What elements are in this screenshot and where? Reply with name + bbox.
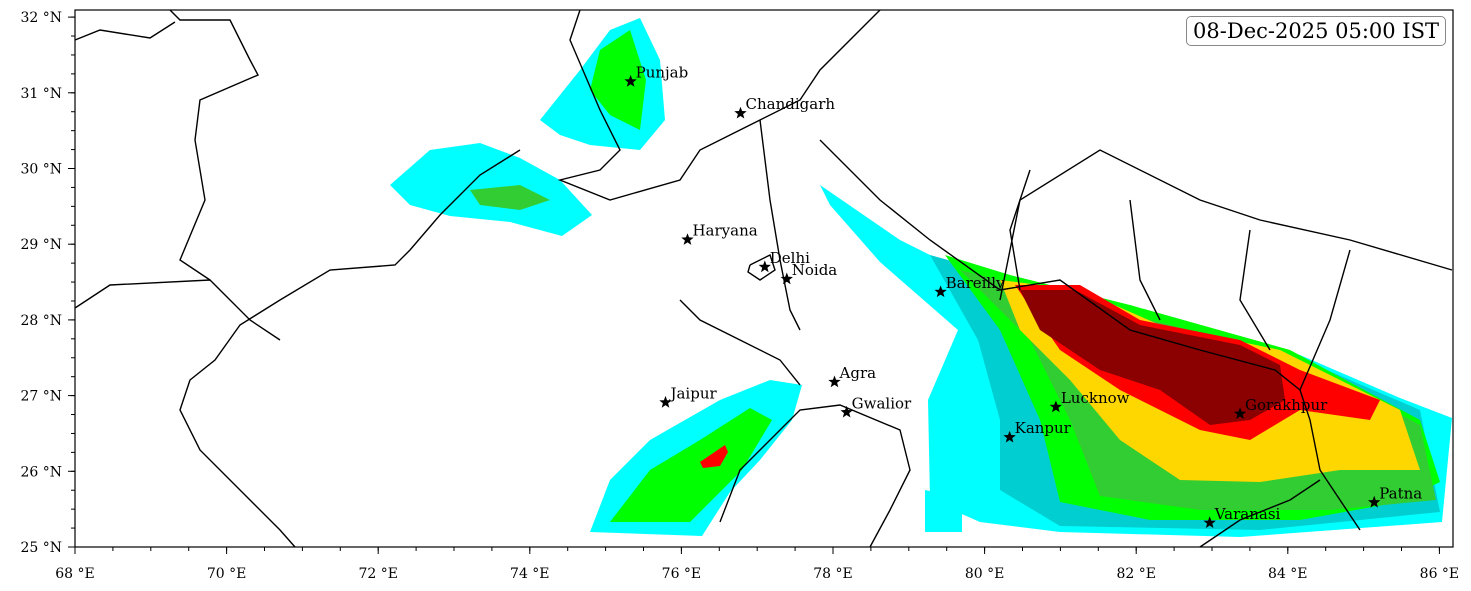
x-tick-label: 72 °E — [358, 566, 397, 582]
city-label: Haryana — [692, 222, 757, 240]
boundary-line — [169, 9, 259, 281]
fog-region — [470, 185, 550, 210]
fog-region — [925, 490, 962, 532]
city-label: Gorakhpur — [1245, 396, 1328, 414]
boundary-line — [1009, 169, 1031, 291]
fog-region — [610, 408, 772, 522]
boundary-line — [759, 119, 801, 331]
boundaries — [74, 9, 1453, 548]
boundary-line — [747, 254, 776, 281]
star-icon — [681, 233, 694, 245]
boundary-line — [74, 21, 176, 41]
star-icon — [780, 272, 793, 285]
y-tick-label: 27 °N — [20, 389, 62, 405]
star-icon — [624, 74, 637, 87]
city-lucknow: Lucknow — [1049, 389, 1130, 413]
star-icon — [1203, 516, 1216, 528]
city-gwalior: Gwalior — [840, 394, 912, 418]
boundary-line — [557, 9, 881, 201]
boundary-line — [74, 279, 281, 341]
city-label: Punjab — [636, 63, 689, 81]
boundary-line — [679, 299, 801, 386]
boundary-line — [719, 404, 911, 548]
city-punjab: Punjab — [624, 63, 689, 87]
city-label: Chandigarh — [746, 95, 836, 113]
star-icon — [840, 405, 853, 418]
city-delhi: Delhi — [758, 249, 810, 273]
plot-frame — [74, 9, 1454, 548]
timestamp-label: 08-Dec-2025 05:00 IST — [1186, 16, 1446, 46]
x-tick-label: 84 °E — [1268, 566, 1307, 582]
boundary-line — [1199, 479, 1321, 548]
boundary-line — [999, 149, 1453, 301]
x-tick-label: 86 °E — [1420, 566, 1459, 582]
star-icon — [1233, 407, 1247, 419]
fog-region — [1020, 290, 1285, 425]
boundary-line — [1129, 199, 1161, 321]
city-label: Kanpur — [1015, 419, 1072, 437]
boundary-line — [819, 139, 1361, 531]
city-varanasi: Varanasi — [1203, 505, 1281, 528]
star-icon — [1003, 430, 1016, 443]
city-jaipur: Jaipur — [659, 384, 717, 408]
boundary-line — [179, 149, 521, 548]
x-tick-label: 68 °E — [55, 566, 94, 582]
city-label: Agra — [839, 364, 877, 382]
star-icon — [659, 395, 672, 408]
fog-layer — [390, 18, 1452, 537]
y-tick-label: 32 °N — [20, 10, 62, 26]
city-chandigarh: Chandigarh — [734, 95, 836, 119]
x-tick-label: 74 °E — [510, 566, 549, 582]
city-label: Bareilly — [946, 274, 1005, 292]
fog-region — [590, 30, 646, 130]
city-label: Varanasi — [1214, 505, 1281, 523]
y-tick-label: 26 °N — [20, 464, 62, 480]
city-patna: Patna — [1368, 484, 1422, 508]
city-haryana: Haryana — [681, 222, 758, 245]
x-tick-label: 82 °E — [1116, 566, 1155, 582]
boundary-line — [1239, 229, 1271, 351]
city-noida: Noida — [780, 261, 838, 285]
fog-region — [700, 445, 728, 468]
city-label: Gwalior — [852, 394, 912, 412]
city-gorakhpur: Gorakhpur — [1233, 396, 1328, 419]
star-icon — [934, 285, 947, 298]
x-tick-label: 78 °E — [813, 566, 852, 582]
star-icon — [734, 106, 747, 119]
y-tick-label: 28 °N — [20, 313, 62, 329]
y-tick-label: 30 °N — [20, 162, 62, 178]
y-tick-label: 29 °N — [20, 237, 62, 253]
star-icon — [758, 260, 771, 273]
star-icon — [828, 375, 841, 388]
city-kanpur: Kanpur — [1003, 419, 1072, 443]
city-label: Lucknow — [1061, 389, 1130, 407]
city-bareilly: Bareilly — [934, 274, 1005, 298]
x-tick-label: 76 °E — [662, 566, 701, 582]
city-label: Patna — [1379, 484, 1422, 502]
city-agra: Agra — [828, 364, 877, 388]
axes: 68 °E 70 °E 72 °E 74 °E 76 °E 78 °E 80 °E 82 °E… — [20, 10, 1459, 582]
star-icon — [1368, 495, 1381, 508]
boundary-line — [1299, 249, 1351, 391]
city-label: Noida — [792, 261, 838, 279]
star-icon — [1049, 400, 1062, 413]
x-tick-label: 70 °E — [207, 566, 246, 582]
x-tick-label: 80 °E — [965, 566, 1004, 582]
city-label: Delhi — [770, 249, 810, 267]
y-tick-label: 25 °N — [20, 540, 62, 556]
city-label: Jaipur — [668, 384, 717, 402]
y-tick-label: 31 °N — [20, 86, 62, 102]
